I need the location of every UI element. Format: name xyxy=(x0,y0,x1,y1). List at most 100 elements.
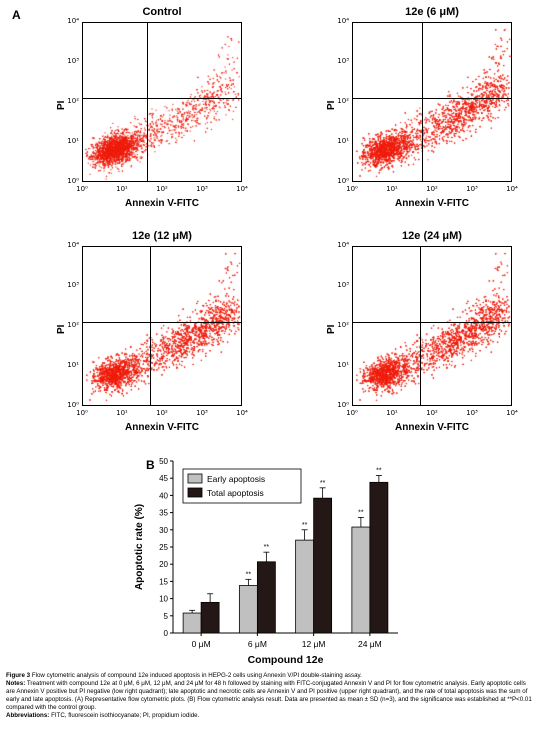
y-tick-label: 10³ xyxy=(337,57,349,65)
x-tick-label: 10⁴ xyxy=(236,409,248,417)
quadrant-gate-horizontal xyxy=(353,98,511,100)
flow-plot-title: 12e (6 μM) xyxy=(405,6,459,18)
y-tick-label: 15 xyxy=(159,577,168,586)
y-axis-label: PI xyxy=(326,100,337,110)
figure-label: Figure 3 xyxy=(6,672,31,679)
legend-swatch xyxy=(187,473,203,484)
y-tick-label: 25 xyxy=(159,543,168,552)
y-tick-label: 10³ xyxy=(67,281,79,289)
y-tick-label: 10⁴ xyxy=(337,241,349,249)
quadrant-gate-vertical xyxy=(150,247,152,405)
figure-text: Flow cytometric analysis of compound 12e… xyxy=(31,672,362,679)
y-tick-label: 35 xyxy=(159,509,168,518)
y-axis-label: PI xyxy=(56,100,67,110)
y-tick-label: 50 xyxy=(159,457,168,466)
y-tick-label: 10² xyxy=(337,97,349,105)
quadrant-gate-horizontal xyxy=(83,98,241,100)
y-tick-label: 45 xyxy=(159,474,168,483)
x-tick-label: 10¹ xyxy=(386,409,398,417)
x-tick-label: 0 μM xyxy=(192,639,211,649)
bar xyxy=(369,481,389,634)
x-tick-label: 10⁴ xyxy=(236,185,248,193)
y-tick-label: 10⁰ xyxy=(67,177,79,185)
legend-box xyxy=(182,468,302,504)
legend-swatch xyxy=(187,487,203,498)
panel-b-label: B xyxy=(146,458,155,472)
panel-a-label: A xyxy=(12,8,21,22)
x-tick-label: 10³ xyxy=(466,409,478,417)
flow-plot-title: 12e (24 μM) xyxy=(402,230,462,242)
flow-scatter-dots xyxy=(353,247,511,405)
bar xyxy=(295,539,315,634)
flow-plot-area xyxy=(82,246,242,406)
significance-marker: ** xyxy=(376,467,382,474)
y-tick-label: 10⁴ xyxy=(67,241,79,249)
quadrant-gate-vertical xyxy=(420,247,422,405)
x-tick-label: 10¹ xyxy=(116,409,128,417)
notes-text: Treatment with compound 12e at 0 μM, 6 μ… xyxy=(6,680,532,711)
y-tick-label: 10¹ xyxy=(337,137,349,145)
x-tick-label: 6 μM xyxy=(248,639,267,649)
x-tick-label: 10² xyxy=(426,409,438,417)
x-tick-label: 10² xyxy=(156,185,168,193)
x-tick-label: 12 μM xyxy=(302,639,326,649)
y-tick-label: 5 xyxy=(164,612,169,621)
x-axis-label: Annexin V-FITC xyxy=(125,422,199,433)
x-tick-label: 10⁴ xyxy=(506,409,518,417)
y-tick-label: 40 xyxy=(159,491,168,500)
x-axis-label: Annexin V-FITC xyxy=(125,198,199,209)
flow-plot-title: 12e (12 μM) xyxy=(132,230,192,242)
y-tick-label: 10¹ xyxy=(337,361,349,369)
y-axis-label: Apoptotic rate (%) xyxy=(134,504,145,590)
y-tick-label: 10 xyxy=(159,595,168,604)
y-tick-label: 10³ xyxy=(337,281,349,289)
x-tick-label: 24 μM xyxy=(358,639,382,649)
bar xyxy=(313,497,333,634)
flow-plot-title: Control xyxy=(142,6,182,18)
significance-marker: ** xyxy=(264,544,270,551)
y-axis-label: PI xyxy=(326,324,337,334)
flow-plot-area xyxy=(352,22,512,182)
y-tick-label: 10⁴ xyxy=(67,17,79,25)
significance-marker: ** xyxy=(246,571,252,578)
x-axis-label: Compound 12e xyxy=(248,654,324,666)
significance-marker: ** xyxy=(320,480,326,487)
y-tick-label: 30 xyxy=(159,526,168,535)
y-tick-label: 10⁰ xyxy=(337,177,349,185)
y-tick-label: 20 xyxy=(159,560,168,569)
significance-marker: ** xyxy=(302,522,308,529)
bar xyxy=(182,612,202,634)
bar xyxy=(200,601,220,634)
flow-scatter-dots xyxy=(83,23,241,181)
y-tick-label: 10² xyxy=(337,321,349,329)
y-tick-label: 10³ xyxy=(67,57,79,65)
x-tick-label: 10³ xyxy=(466,185,478,193)
bar xyxy=(351,526,371,634)
y-tick-label: 0 xyxy=(164,629,169,638)
y-tick-label: 10⁰ xyxy=(337,401,349,409)
y-tick-label: 10⁴ xyxy=(337,17,349,25)
quadrant-gate-horizontal xyxy=(353,322,511,324)
significance-marker: ** xyxy=(358,509,364,516)
x-tick-label: 10³ xyxy=(196,185,208,193)
x-axis-label: Annexin V-FITC xyxy=(395,422,469,433)
x-tick-label: 10¹ xyxy=(386,185,398,193)
abbreviations-text: FITC, fluorescein isothiocyanate; PI, pr… xyxy=(51,712,200,719)
y-tick-label: 10² xyxy=(67,321,79,329)
legend-label: Early apoptosis xyxy=(207,474,265,484)
apoptosis-bar-chart: 0 5 10 15 20 25 30 35 40 45 50 Apoptotic rate (%) 0 … xyxy=(134,457,398,666)
legend-label: Total apoptosis xyxy=(207,488,264,498)
bar xyxy=(256,561,276,634)
x-tick-label: 10⁴ xyxy=(506,185,518,193)
x-tick-label: 10⁰ xyxy=(76,185,88,193)
flow-plot-area xyxy=(82,22,242,182)
figure-caption: Figure 3 Flow cytometric analysis of com… xyxy=(6,672,536,720)
flow-plot-area xyxy=(352,246,512,406)
x-tick-label: 10¹ xyxy=(116,185,128,193)
y-tick-label: 10¹ xyxy=(67,137,79,145)
x-tick-label: 10³ xyxy=(196,409,208,417)
y-axis-label: PI xyxy=(56,324,67,334)
flow-scatter-dots xyxy=(83,247,241,405)
quadrant-gate-vertical xyxy=(421,23,423,181)
bar xyxy=(238,585,258,634)
